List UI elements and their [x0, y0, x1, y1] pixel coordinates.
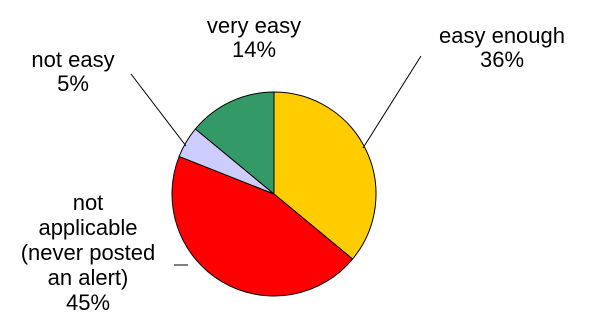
pie-slice-very-easy	[194, 91, 275, 196]
slice-label-not-easy-text: not easy	[31, 47, 115, 72]
slice-value-very-easy: 14%	[231, 37, 277, 62]
slice-label-not-applicable-line2: applicable	[38, 215, 138, 240]
slice-label-very-easy: very easy 14%	[184, 14, 324, 62]
slice-label-not-applicable: not applicable (never posted an alert) 4…	[0, 190, 176, 315]
slice-label-easy-enough: easy enough 36%	[416, 24, 588, 72]
slice-label-very-easy-text: very easy	[206, 13, 302, 38]
leader-line-not-easy	[130, 73, 187, 147]
slice-label-not-easy: not easy 5%	[4, 48, 142, 96]
leader-line-easy-enough	[362, 55, 422, 149]
slice-label-not-applicable-line1: not	[72, 190, 104, 215]
slice-label-easy-enough-text: easy enough	[439, 23, 565, 48]
slice-value-not-easy: 5%	[57, 71, 89, 96]
slice-label-not-applicable-line4: an alert)	[47, 265, 129, 290]
slice-value-easy-enough: 36%	[479, 47, 525, 72]
pie-slice-not	[171, 155, 354, 297]
slice-value-not-applicable: 45%	[65, 290, 111, 315]
pie-slices	[171, 91, 377, 297]
pie-slice-easy-enough	[273, 91, 377, 260]
leader-lines	[130, 55, 422, 266]
slice-label-not-applicable-line3: (never posted	[20, 240, 156, 265]
